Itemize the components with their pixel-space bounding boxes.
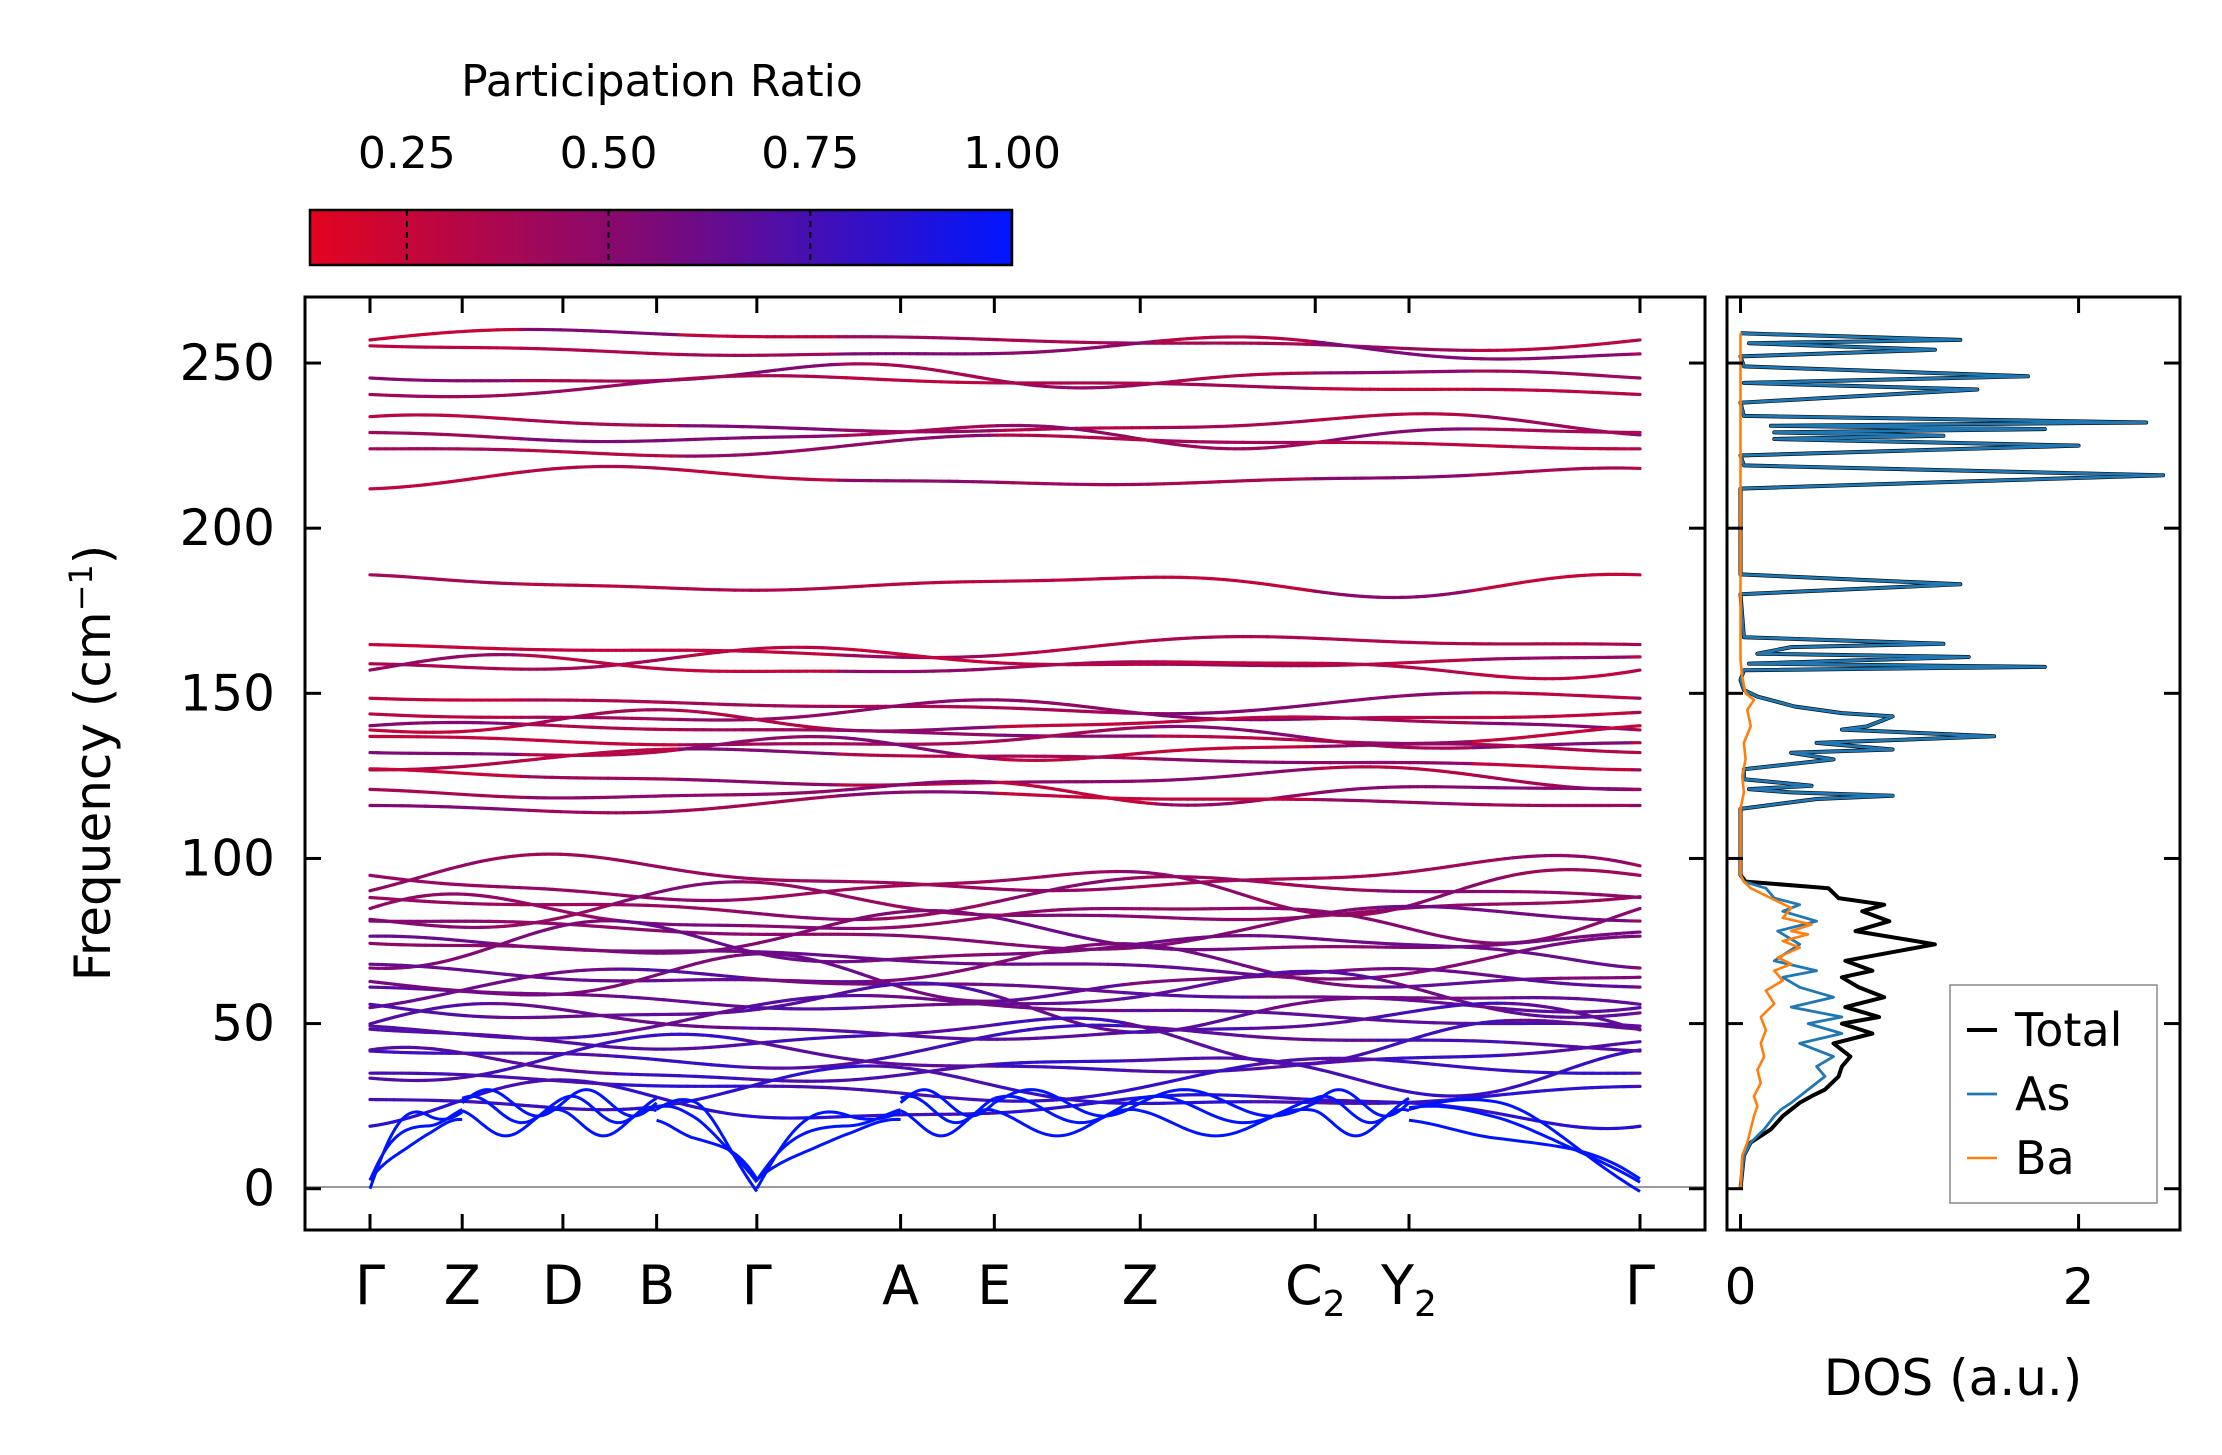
band-segment: [1630, 668, 1642, 673]
colorbar-tick-label: 0.25: [358, 128, 456, 179]
band-segment: [1630, 724, 1642, 728]
band-segment: [1630, 432, 1642, 437]
colorbar: Participation Ratio 0.25 0.50 0.75 1.00: [308, 56, 1061, 267]
band-segment: [1630, 727, 1642, 732]
colorbar-tick-label: 0.75: [761, 128, 859, 179]
colorbar-title: Participation Ratio: [461, 56, 863, 107]
colorbar-ticks: 0.25 0.50 0.75 1.00: [358, 128, 1061, 265]
band-segment: [1630, 862, 1642, 868]
colorbar-tick-label: 1.00: [963, 128, 1061, 179]
band-segment: [1630, 906, 1642, 913]
colorbar-tick-label: 0.50: [560, 128, 658, 179]
band-segment: [1630, 895, 1642, 900]
band-segment: [1630, 338, 1642, 343]
colorbar-gradient: [308, 208, 1014, 267]
phonon-bands: [368, 327, 1642, 1193]
band-segment: [1630, 872, 1642, 877]
